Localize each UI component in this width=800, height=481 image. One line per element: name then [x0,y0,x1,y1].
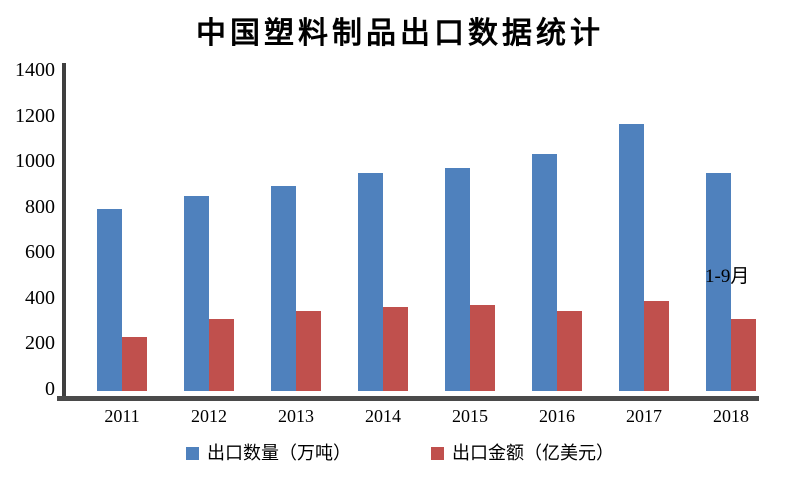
bar-quantity-2018 [706,173,731,391]
bar-value-2016 [557,310,582,391]
bar-value-2017 [644,300,669,391]
legend-item-value: 出口金额（亿美元） [431,442,614,464]
x-axis-label-2014: 2014 [365,406,401,426]
bar-quantity-2015 [445,168,470,391]
bar-value-2014 [383,307,408,391]
y-axis-tick-1000: 1000 [15,150,55,173]
bar-value-2012 [209,318,234,391]
y-axis-tick-200: 200 [25,332,55,355]
x-axis-label-2013: 2013 [278,406,314,426]
bar-quantity-2014 [358,173,383,391]
y-axis-tick-800: 800 [25,195,55,218]
bar-value-2018 [731,318,756,391]
bar-quantity-2016 [532,154,557,391]
legend-label-quantity: 出口数量（万吨） [207,443,351,463]
bar-value-2011 [122,337,147,391]
legend: 出口数量（万吨） 出口金额（亿美元） [0,442,800,464]
x-axis-label-2018: 2018 [713,406,749,426]
bar-quantity-2011 [97,208,122,391]
x-axis-label-2015: 2015 [452,406,488,426]
chart-title: 中国塑料制品出口数据统计 [196,17,604,50]
legend-swatch-value [431,446,444,460]
y-axis-tick-1400: 1400 [15,59,55,81]
bar-value-2013 [296,310,321,391]
y-axis-tick-1200: 1200 [15,104,55,127]
x-axis-label-2017: 2017 [626,406,662,426]
y-axis-line [62,63,66,397]
x-axis-line [57,396,759,401]
legend-swatch-quantity [186,446,199,460]
legend-label-value: 出口金额（亿美元） [452,443,614,463]
y-axis-tick-0: 0 [45,378,55,400]
partial-year-annotation: 1-9月 [705,266,750,287]
bar-value-2015 [470,305,495,391]
bar-quantity-2013 [271,185,296,391]
legend-item-quantity: 出口数量（万吨） [186,442,351,464]
x-axis-label-2011: 2011 [104,406,140,426]
bar-quantity-2012 [184,196,209,391]
y-axis-tick-600: 600 [25,241,55,264]
x-axis-label-2016: 2016 [539,406,575,426]
y-axis-tick-400: 400 [25,286,55,309]
bar-quantity-2017 [619,124,644,391]
x-axis-label-2012: 2012 [191,406,227,426]
